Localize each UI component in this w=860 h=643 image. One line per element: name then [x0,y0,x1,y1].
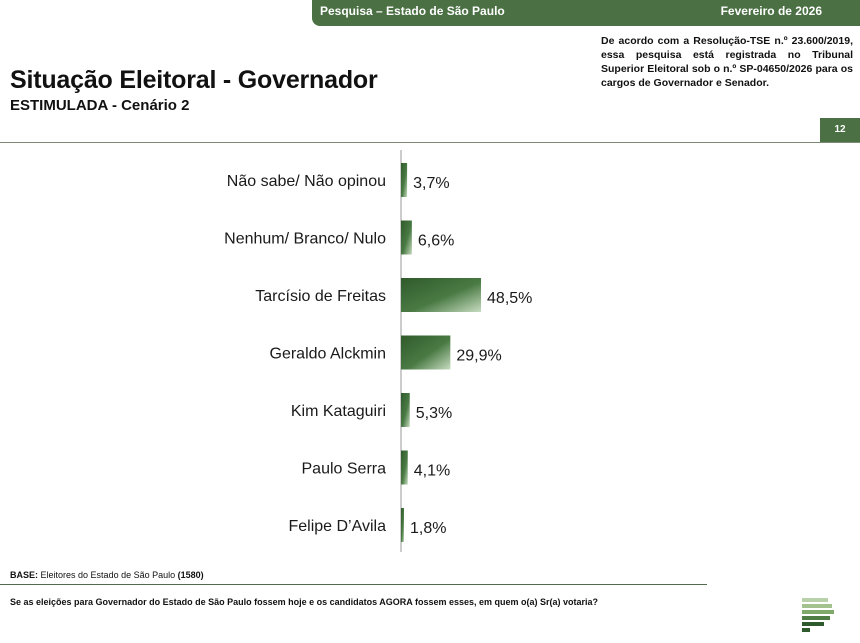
category-label: Nenhum/ Branco/ Nulo [224,231,386,248]
category-label: Felipe D’Avila [288,518,386,535]
value-label: 6,6% [418,233,454,250]
header-divider [0,142,860,143]
base-text: Eleitores do Estado de São Paulo [40,570,176,580]
page-subtitle: ESTIMULADA - Cenário 2 [10,97,190,114]
bar-2 [401,278,482,312]
page-title: Situação Eleitoral - Governador [10,66,378,94]
category-label: Tarcísio de Freitas [255,288,386,305]
page-number-badge: 12 [820,118,860,142]
category-label: Paulo Serra [302,461,387,478]
bar-chart: Não sabe/ Não opinou 3,7% Nenhum/ Branco/ … [224,150,532,552]
value-label: 5,3% [416,405,452,422]
category-label: Kim Kataguiri [291,403,386,420]
category-label: Geraldo Alckmin [270,346,387,363]
bar-5 [401,450,408,485]
base-count: (1580) [177,570,204,580]
footer-divider [0,584,707,585]
brand-logo-icon [802,598,836,636]
value-label: 48,5% [487,290,532,307]
value-label: 4,1% [414,463,450,480]
bar-3 [401,335,451,370]
value-label: 3,7% [413,175,449,192]
survey-question: Se as eleições para Governador do Estado… [10,597,599,607]
date-label: Fevereiro de 2026 [720,4,822,18]
survey-label: Pesquisa – Estado de São Paulo [320,4,505,18]
bar-0 [401,163,408,197]
bar-4 [401,393,410,427]
bar-6 [401,508,404,542]
header-bar: Pesquisa – Estado de São Paulo Fevereiro… [312,0,860,26]
bar-1 [401,220,412,255]
base-label: BASE: [10,570,39,580]
base-note: BASE: Eleitores do Estado de São Paulo (… [10,570,204,580]
legal-note: De acordo com a Resolução-TSE n.º 23.600… [601,35,853,89]
category-label: Não sabe/ Não opinou [227,173,386,190]
value-label: 29,9% [456,348,501,365]
value-label: 1,8% [410,520,446,537]
